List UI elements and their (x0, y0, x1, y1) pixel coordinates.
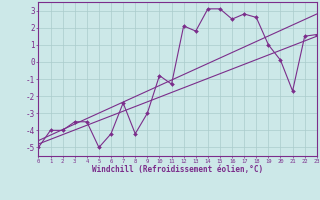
X-axis label: Windchill (Refroidissement éolien,°C): Windchill (Refroidissement éolien,°C) (92, 165, 263, 174)
